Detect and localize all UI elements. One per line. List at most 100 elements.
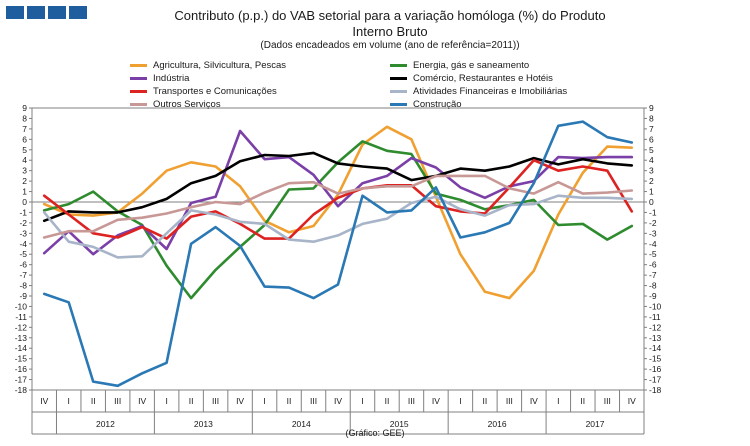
y-tick-label-right: -6 — [649, 260, 657, 270]
series-line-4 — [42, 158, 634, 240]
quarter-label: I — [68, 396, 70, 406]
legend-item-financeiras: Atividades Financeiras e Imobiliárias — [390, 86, 567, 97]
quarter-label: II — [287, 396, 292, 406]
chart-source: (Gráfico: GEE) — [345, 428, 405, 438]
legend-swatch — [390, 103, 407, 106]
y-tick-label-left: -17 — [15, 375, 28, 385]
y-tick-label-left: -5 — [19, 249, 27, 259]
y-tick-label-left: 1 — [22, 187, 27, 197]
plot-frame — [31, 107, 645, 391]
y-tick-label-left: -9 — [19, 291, 27, 301]
title-line-1: Contributo (p.p.) do VAB setorial para a… — [174, 8, 606, 23]
y-tick-label-left: 5 — [22, 145, 27, 155]
series-line-0 — [42, 125, 634, 300]
y-tick-label-right: -7 — [649, 270, 657, 280]
year-label: 2012 — [96, 419, 115, 429]
legend-item-transportes: Transportes e Comunicações — [130, 86, 277, 97]
year-label: 2015 — [390, 419, 409, 429]
legend-label: Energia, gás e saneamento — [413, 60, 530, 71]
legend-swatch — [130, 77, 147, 80]
y-tick-label-right: -17 — [649, 375, 662, 385]
y-tick-label-left: -2 — [19, 218, 27, 228]
quarter-label: II — [189, 396, 194, 406]
y-tick-label-left: -4 — [19, 239, 27, 249]
y-tick-label-left: 4 — [22, 155, 27, 165]
quarter-label: I — [459, 396, 461, 406]
y-tick-label-left: -10 — [15, 301, 28, 311]
quarter-label: II — [483, 396, 488, 406]
gee-logo — [6, 6, 87, 19]
y-tick-label-right: 6 — [649, 134, 654, 144]
y-tick-label-left: -12 — [15, 322, 28, 332]
quarter-label: III — [408, 396, 415, 406]
y-tick-label-left: -11 — [15, 312, 27, 322]
title-line-2: Interno Bruto — [352, 24, 428, 39]
y-tick-label-right: -4 — [649, 239, 657, 249]
legend-item-agricultura: Agricultura, Silvicultura, Pescas — [130, 60, 286, 71]
legend-item-outros-servicos: Outros Serviços — [130, 99, 221, 110]
y-tick-label-right: -14 — [649, 343, 662, 353]
year-label: 2014 — [292, 419, 311, 429]
legend-label: Atividades Financeiras e Imobiliárias — [413, 86, 568, 97]
y-tick-label-right: -5 — [649, 249, 657, 259]
legend-swatch — [390, 64, 407, 67]
y-tick-label-right: -10 — [649, 301, 662, 311]
y-tick-label-right: 9 — [649, 103, 654, 113]
y-tick-label-left: 9 — [22, 103, 27, 113]
y-tick-label-left: -13 — [15, 333, 28, 343]
year-label: 2013 — [194, 419, 213, 429]
year-label: 2016 — [488, 419, 507, 429]
legend-swatch — [130, 64, 147, 67]
y-tick-label-right: -13 — [649, 333, 662, 343]
quarter-label: IV — [236, 396, 244, 406]
y-tick-label-left: -16 — [15, 364, 28, 374]
y-tick-label-left: -6 — [19, 260, 27, 270]
series-line-5 — [42, 194, 634, 259]
legend-label: Agricultura, Silvicultura, Pescas — [153, 60, 287, 71]
y-tick-label-left: -3 — [19, 228, 27, 238]
y-tick-label-right: -2 — [649, 218, 657, 228]
y-tick-label-right: -15 — [649, 354, 662, 364]
y-tick-label-right: 3 — [649, 166, 654, 176]
quarter-label: I — [361, 396, 363, 406]
y-tick-label-right: -18 — [649, 385, 662, 395]
series-line-6 — [42, 174, 634, 239]
year-label: 2017 — [586, 419, 605, 429]
y-tick-label-left: 7 — [22, 124, 27, 134]
quarter-label: IV — [432, 396, 440, 406]
quarter-label: II — [385, 396, 390, 406]
legend-swatch — [390, 77, 407, 80]
legend-swatch — [390, 90, 407, 93]
y-tick-label-left: -18 — [15, 385, 28, 395]
legend-label: Comércio, Restaurantes e Hotéis — [413, 73, 553, 84]
y-tick-label-left: 3 — [22, 166, 27, 176]
y-tick-label-left: -15 — [15, 354, 28, 364]
quarter-label: I — [165, 396, 167, 406]
y-tick-label-left: 6 — [22, 134, 27, 144]
quarter-label: I — [557, 396, 559, 406]
y-tick-label-right: 5 — [649, 145, 654, 155]
y-tick-label-left: 8 — [22, 113, 27, 123]
y-tick-label-right: -1 — [649, 207, 657, 217]
y-tick-label-left: -8 — [19, 281, 27, 291]
legend-label: Indústria — [153, 73, 190, 84]
y-tick-label-left: -7 — [19, 270, 27, 280]
legend-label: Transportes e Comunicações — [153, 86, 277, 97]
legend-label: Construção — [413, 99, 462, 110]
legend-swatch — [130, 90, 147, 93]
quarter-label: III — [310, 396, 317, 406]
quarter-label: IV — [530, 396, 538, 406]
quarter-label: III — [604, 396, 611, 406]
quarter-label: II — [580, 396, 585, 406]
y-tick-label-right: -16 — [649, 364, 662, 374]
y-tick-label-right: -12 — [649, 322, 662, 332]
y-tick-label-right: 4 — [649, 155, 654, 165]
legend-item-industria: Indústria — [130, 73, 189, 84]
quarter-label: I — [263, 396, 265, 406]
y-tick-label-right: -11 — [649, 312, 661, 322]
legend-item-comercio: Comércio, Restaurantes e Hotéis — [390, 73, 553, 84]
y-tick-label-left: -14 — [15, 343, 28, 353]
quarter-label: III — [114, 396, 121, 406]
y-tick-label-left: -1 — [19, 207, 27, 217]
